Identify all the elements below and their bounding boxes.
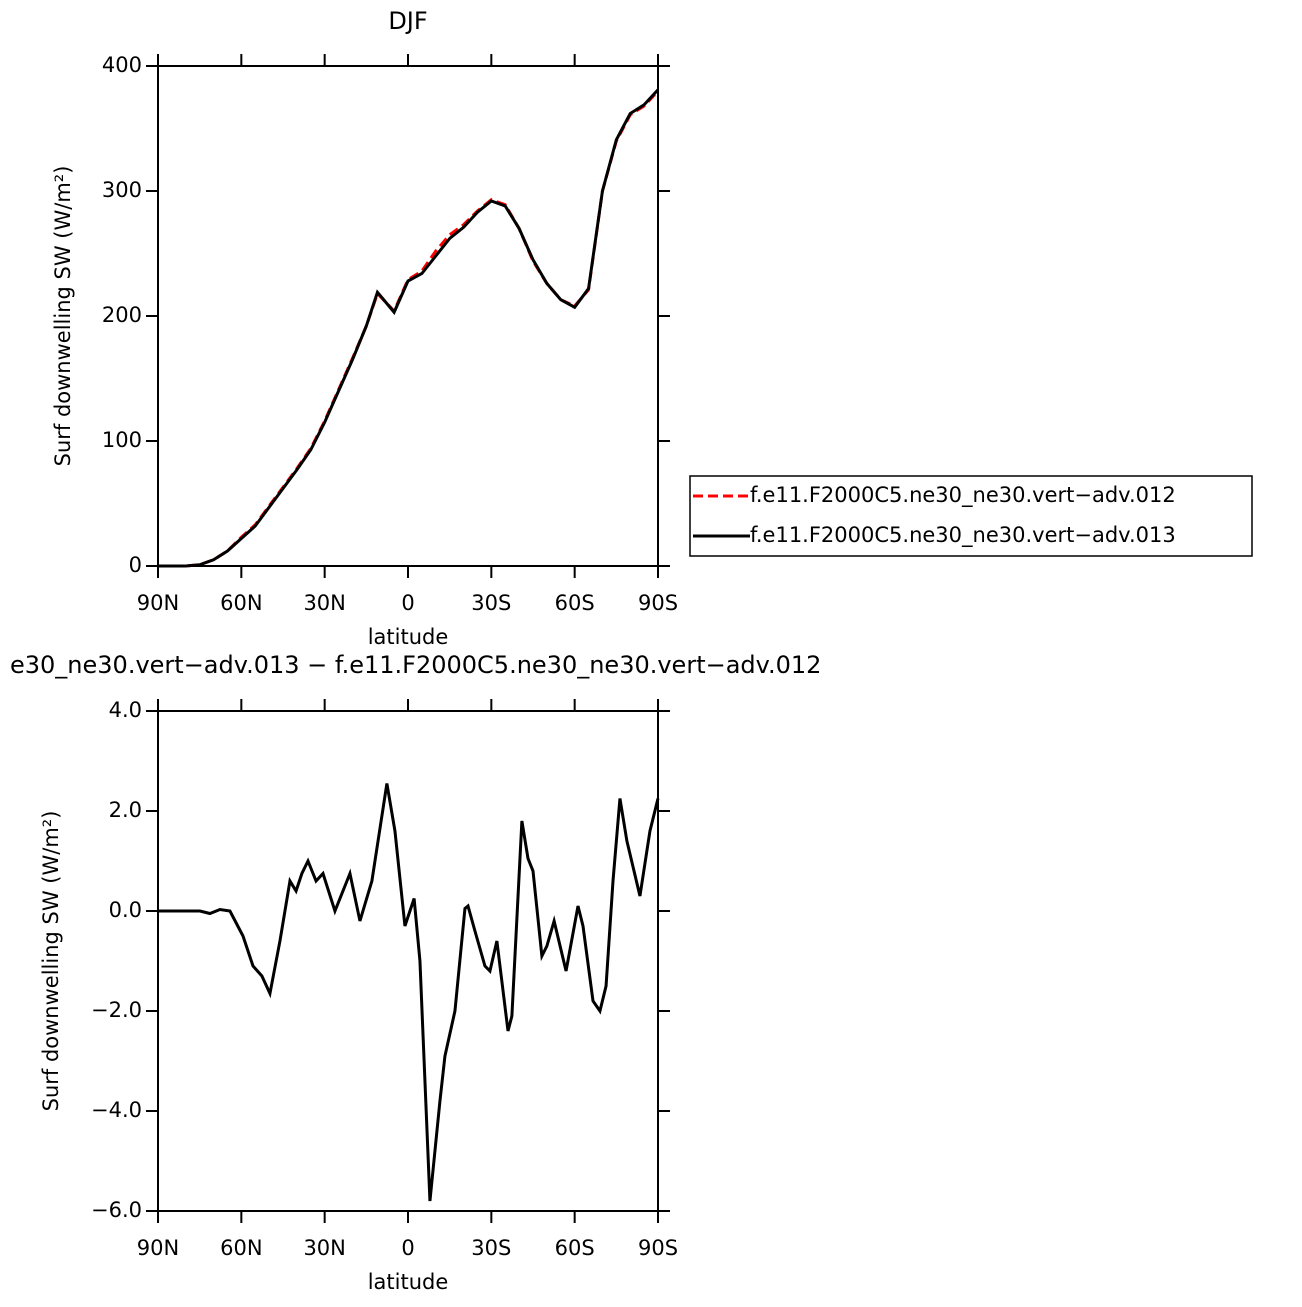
chart-title: e30_ne30.vert−adv.013 − f.e11.F2000C5.ne… xyxy=(10,651,821,679)
x-tick-label: 30N xyxy=(303,1236,345,1260)
x-tick-label: 0 xyxy=(401,591,414,615)
x-tick-label: 30N xyxy=(303,591,345,615)
x-tick-label: 90N xyxy=(137,1236,179,1260)
x-tick-label: 90N xyxy=(137,591,179,615)
x-tick-label: 30S xyxy=(471,1236,511,1260)
y-tick-label: 400 xyxy=(102,53,142,77)
plot-frame xyxy=(157,65,659,567)
x-tick-label: 60S xyxy=(555,591,595,615)
y-tick-label: −4.0 xyxy=(91,1098,142,1122)
y-tick-label: 0 xyxy=(129,553,142,577)
y-axis-label: Surf downwelling SW (W/m²) xyxy=(51,166,75,467)
x-axis-label: latitude xyxy=(368,1270,449,1294)
y-tick-label: −6.0 xyxy=(91,1198,142,1222)
legend-label: f.e11.F2000C5.ne30_ne30.vert−adv.012 xyxy=(750,483,1176,508)
y-tick-label: 0.0 xyxy=(109,898,142,922)
y-tick-label: −2.0 xyxy=(91,998,142,1022)
data-line xyxy=(158,783,660,1202)
x-tick-label: 60N xyxy=(220,591,262,615)
legend-label: f.e11.F2000C5.ne30_ne30.vert−adv.013 xyxy=(750,523,1176,548)
y-tick-label: 200 xyxy=(102,303,142,327)
y-axis-label: Surf downwelling SW (W/m²) xyxy=(39,811,63,1112)
y-tick-label: 300 xyxy=(102,178,142,202)
data-line xyxy=(158,88,660,568)
chart-title: DJF xyxy=(388,7,427,35)
y-tick-label: 100 xyxy=(102,428,142,452)
data-line xyxy=(158,89,660,568)
x-tick-label: 60N xyxy=(220,1236,262,1260)
x-tick-label: 0 xyxy=(401,1236,414,1260)
y-tick-label: 2.0 xyxy=(109,798,142,822)
x-tick-label: 90S xyxy=(638,591,678,615)
x-tick-label: 30S xyxy=(471,591,511,615)
x-tick-label: 60S xyxy=(555,1236,595,1260)
y-tick-label: 4.0 xyxy=(109,698,142,722)
legend-box xyxy=(689,475,1253,557)
x-tick-label: 90S xyxy=(638,1236,678,1260)
plot-frame xyxy=(157,710,659,1212)
x-axis-label: latitude xyxy=(368,625,449,649)
